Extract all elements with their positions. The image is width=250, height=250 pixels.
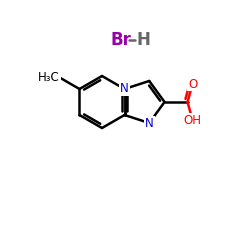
Text: O: O <box>188 78 197 90</box>
Text: OH: OH <box>184 114 202 126</box>
Text: N: N <box>145 116 154 130</box>
Text: N: N <box>120 82 129 96</box>
Text: Br: Br <box>110 31 131 49</box>
Text: H₃C: H₃C <box>38 71 60 84</box>
Text: H: H <box>136 31 150 49</box>
